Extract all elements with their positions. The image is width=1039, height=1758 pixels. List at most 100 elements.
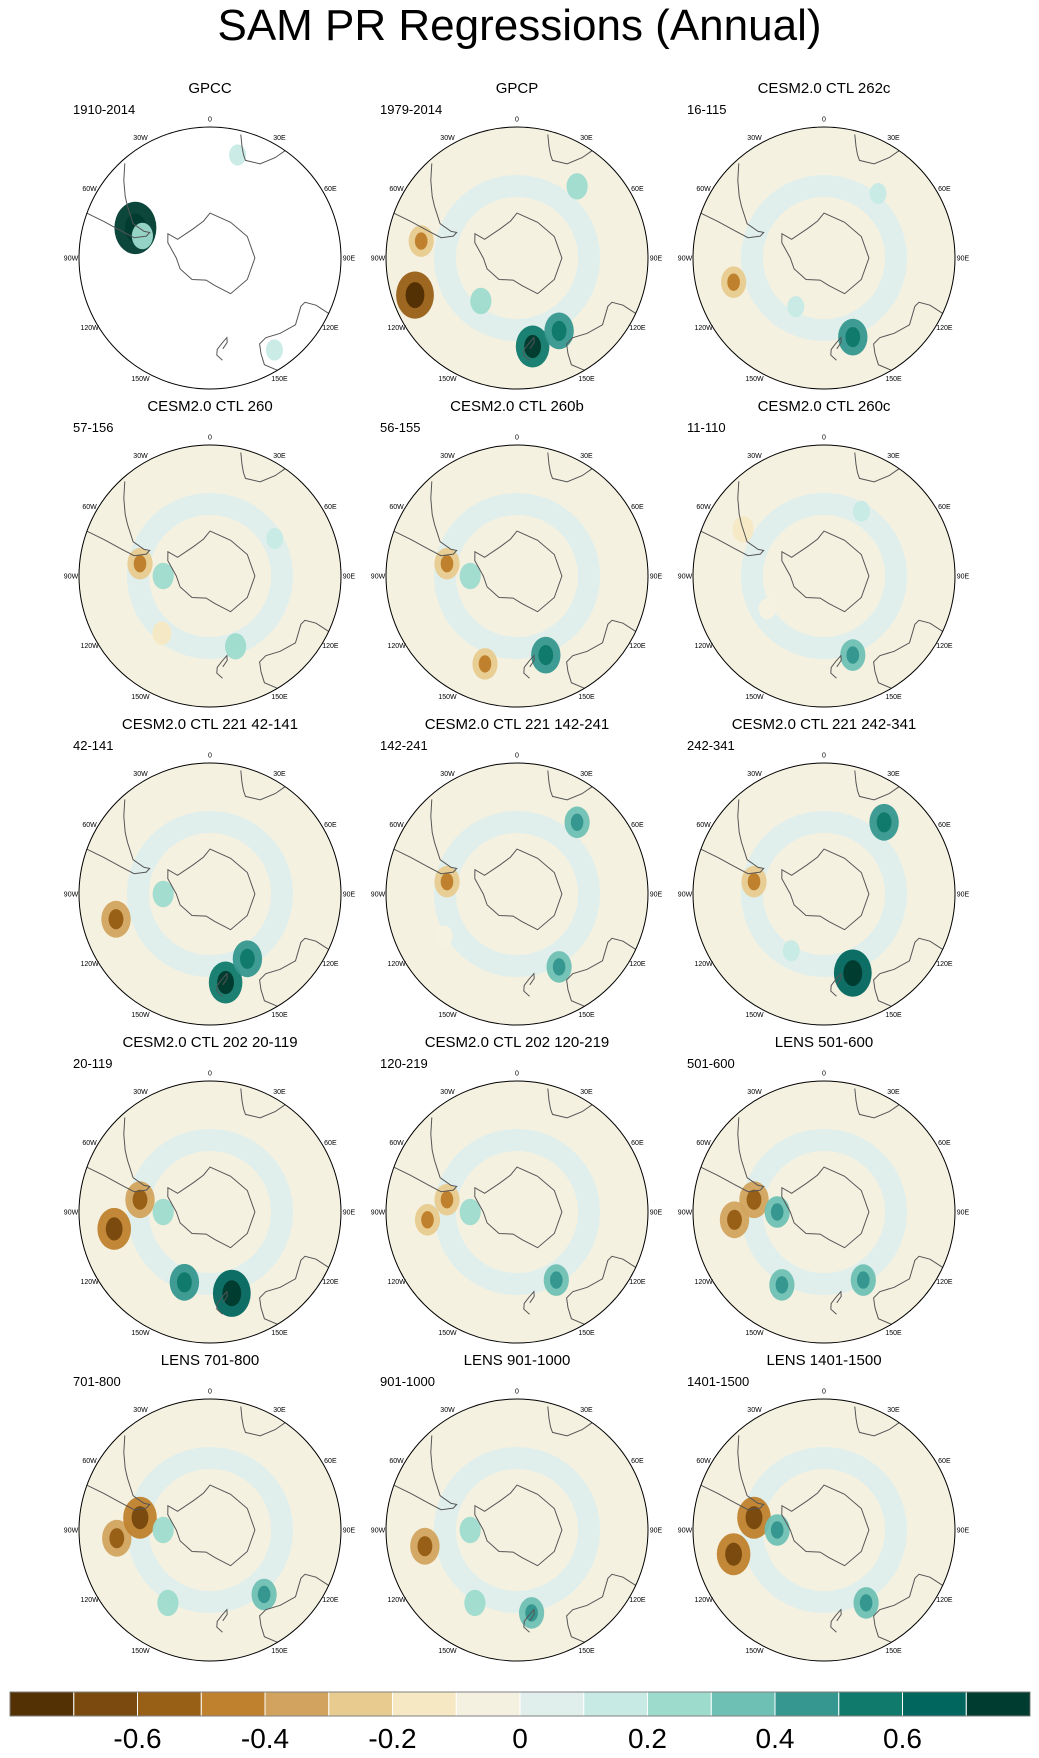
map-background xyxy=(693,127,955,389)
anomaly-core xyxy=(257,1585,271,1604)
map-boundary xyxy=(385,444,649,708)
lon-label: 90E xyxy=(957,1528,970,1535)
anomaly-feature xyxy=(566,173,588,200)
map-background xyxy=(693,445,955,707)
panel-period: 16-115 xyxy=(687,102,727,117)
coast-line xyxy=(830,654,842,679)
map-panel: CESM2.0 CTL 260c030E60E90E120E150E180150… xyxy=(674,398,974,708)
colorbar-swatch xyxy=(200,1691,266,1717)
polar-map: 030E60E90E120E150E180150W120W90W60W30W xyxy=(678,117,970,390)
coast-line xyxy=(854,770,900,801)
polar-map: 030E60E90E120E150E180150W120W90W60W30W xyxy=(64,753,356,1026)
panel-period: 56-155 xyxy=(380,420,421,435)
colorbar-frame xyxy=(9,1691,1031,1717)
coast-antarctica xyxy=(781,1484,870,1567)
map-boundary xyxy=(692,1080,956,1344)
coast-line xyxy=(566,619,636,689)
colorbar-tick-label: -0.6 xyxy=(113,1723,161,1752)
lon-label: 150W xyxy=(438,694,457,701)
anomaly-core xyxy=(775,1276,789,1294)
anomaly-feature xyxy=(459,1198,481,1226)
lon-label: 60W xyxy=(389,822,404,829)
polar-map: 030E60E90E120E150E180150W120W90W60W30W xyxy=(371,1071,663,1344)
lon-label: 60E xyxy=(938,504,951,511)
coast-line xyxy=(873,1255,943,1325)
lon-label: 60E xyxy=(631,1458,644,1465)
map-background xyxy=(386,763,648,1025)
anomaly-core xyxy=(770,1203,784,1221)
polar-map: 030E60E90E120E150E180150W120W90W60W30W xyxy=(371,753,663,1026)
anomaly-feature xyxy=(225,633,247,660)
anomaly-core xyxy=(770,1521,784,1539)
anomaly-feature xyxy=(265,339,283,361)
panel-title: CESM2.0 CTL 202 20-119 xyxy=(122,1034,298,1051)
lon-label: 90W xyxy=(64,574,79,581)
map-panel: GPCC030E60E90E120E150E180150W120W90W60W3… xyxy=(60,80,360,390)
lon-label: 90E xyxy=(343,574,356,581)
coast-antarctica xyxy=(474,1484,563,1567)
lon-label: 0 xyxy=(822,753,826,760)
coast-line xyxy=(216,1608,228,1633)
coast-line xyxy=(523,1608,535,1633)
panel-title: CESM2.0 CTL 260c xyxy=(757,398,891,415)
anomaly-feature xyxy=(782,940,800,962)
map-background xyxy=(79,1081,341,1343)
coast-line xyxy=(523,1290,535,1315)
panel-title: CESM2.0 CTL 262c xyxy=(757,80,891,97)
lon-label: 60W xyxy=(696,822,711,829)
coast-line xyxy=(240,452,286,483)
colorbar-swatch xyxy=(9,1691,75,1717)
map-background xyxy=(693,1081,955,1343)
lon-label: 150E xyxy=(885,1330,902,1337)
coast-line xyxy=(393,481,458,557)
anomaly-core xyxy=(240,948,255,969)
lon-label: 0 xyxy=(822,1071,826,1078)
lon-label: 150W xyxy=(438,1648,457,1655)
lon-label: 150W xyxy=(745,1012,764,1019)
map-panel: LENS 1401-1500030E60E90E120E150E180150W1… xyxy=(674,1352,974,1662)
anomaly-core xyxy=(405,282,425,309)
anomaly-core xyxy=(132,1189,148,1210)
lon-label: 150E xyxy=(885,694,902,701)
lon-label: 150E xyxy=(578,1648,595,1655)
anomaly-core xyxy=(440,555,454,573)
polar-map: 030E60E90E120E150E180150W120W90W60W30W xyxy=(64,1071,356,1344)
lon-label: 30E xyxy=(887,135,900,142)
coast-line xyxy=(216,654,228,679)
polar-map: 030E60E90E120E150E180150W120W90W60W30W xyxy=(64,117,356,390)
panel-period: 901-1000 xyxy=(380,1374,435,1389)
panel-period: 120-219 xyxy=(380,1056,428,1071)
coast-line xyxy=(393,1117,458,1193)
lon-label: 150W xyxy=(438,1330,457,1337)
panel-period: 42-141 xyxy=(73,738,114,753)
coast-antarctica xyxy=(474,530,563,613)
lon-label: 60W xyxy=(389,504,404,511)
polar-map: 030E60E90E120E150E180150W120W90W60W30W xyxy=(64,1389,356,1662)
coast-antarctica xyxy=(167,1484,256,1567)
coast-line xyxy=(86,481,151,557)
coast-line xyxy=(700,799,765,875)
map-panel: LENS 501-600030E60E90E120E150E180150W120… xyxy=(674,1034,974,1344)
polar-ring-anomaly xyxy=(740,174,908,342)
lon-label: 150W xyxy=(131,376,150,383)
coast-antarctica xyxy=(474,848,563,931)
anomaly-feature xyxy=(152,1198,174,1226)
anomaly-core xyxy=(478,655,492,673)
map-background xyxy=(386,1399,648,1661)
lon-label: 120W xyxy=(694,1597,713,1604)
anomaly-feature xyxy=(470,287,492,315)
lon-label: 120W xyxy=(80,1279,99,1286)
panel-title: CESM2.0 CTL 260b xyxy=(450,398,584,415)
polar-ring-anomaly xyxy=(433,174,601,342)
coast-line xyxy=(547,134,593,165)
lon-label: 30W xyxy=(747,1089,762,1096)
panel-title: LENS 501-600 xyxy=(774,1034,874,1051)
panel-period: 11-110 xyxy=(687,420,726,435)
anomaly-feature xyxy=(229,144,247,166)
lon-label: 90W xyxy=(678,1528,693,1535)
coast-antarctica xyxy=(781,848,870,931)
colorbar-tick-label: 0.4 xyxy=(756,1723,795,1752)
lon-label: 90W xyxy=(64,1210,79,1217)
polar-map: 030E60E90E120E150E180150W120W90W60W30W xyxy=(678,753,970,1026)
